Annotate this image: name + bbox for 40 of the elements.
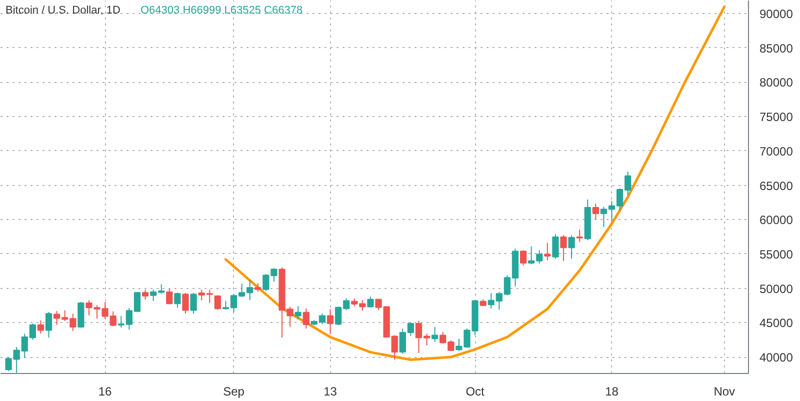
x-tick-label: Sep (223, 384, 245, 398)
y-tick-label: 45000 (760, 316, 794, 330)
candlestick (174, 292, 181, 308)
candlestick (326, 308, 334, 335)
x-tick-label: 13 (324, 384, 338, 398)
y-tick-label: 40000 (760, 350, 794, 365)
candlestick (45, 311, 52, 338)
y-tick-label: 60000 (760, 213, 794, 228)
chart-title: Bitcoin / U.S. Dollar, 1D (6, 4, 120, 16)
x-tick-label: 16 (98, 384, 112, 398)
candlestick (520, 250, 527, 266)
candlestick (367, 296, 374, 308)
candlestick (552, 234, 559, 260)
candlestick (302, 308, 310, 330)
candlestick (560, 234, 567, 262)
candlestick (294, 306, 302, 320)
candlestick (568, 234, 575, 260)
candlestick (166, 288, 173, 305)
x-tick-label: 18 (605, 384, 619, 398)
candlestick (190, 292, 197, 314)
x-tick-label: Nov (714, 384, 736, 398)
chart-subtitle: O64303 H66999 L63525 C66378 (140, 4, 303, 16)
y-tick-label: 80000 (760, 76, 794, 90)
y-tick-label: 75000 (760, 110, 794, 124)
y-tick-label: 55000 (760, 247, 794, 262)
line-series (224, 5, 726, 362)
y-tick-label: 90000 (760, 7, 794, 22)
candlestick (592, 203, 599, 220)
y-tick-label: 65000 (760, 178, 794, 193)
candlestick (214, 294, 221, 310)
y-tick-label: 50000 (760, 282, 794, 296)
candlestick (37, 320, 44, 334)
candlestick (576, 229, 583, 242)
candlestick (142, 289, 149, 300)
candlestick (544, 242, 551, 261)
x-tick-label: Oct (466, 384, 486, 398)
candlestick (432, 326, 438, 342)
y-tick-label: 85000 (760, 41, 794, 56)
y-tick-label: 70000 (760, 144, 794, 158)
candlestick (182, 292, 189, 314)
